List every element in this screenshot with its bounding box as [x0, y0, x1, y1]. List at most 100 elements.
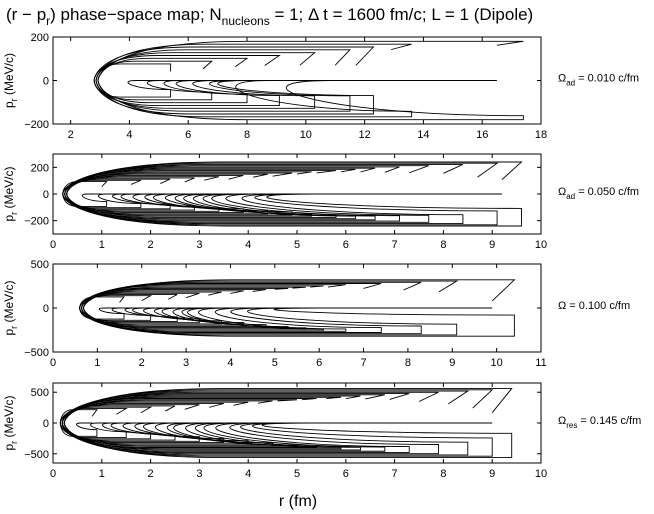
x-tick-label: 6 — [185, 129, 191, 141]
omega-value: = 0.100 c/fm — [566, 300, 630, 312]
orbit-series-3 — [79, 279, 516, 337]
omega-symbol: Ω — [558, 73, 566, 85]
x-tick-label: 4 — [245, 239, 251, 251]
x-tick-label: 9 — [489, 239, 495, 251]
y-tick-label: 200 — [31, 162, 49, 174]
y-tick-label: 0 — [43, 303, 49, 315]
orbit-series-4 — [59, 388, 513, 458]
y-axis-label-main: p — [2, 215, 16, 222]
y-tick-label: 0 — [43, 76, 49, 88]
omega-annotation: Ωad = 0.050 c/fm — [558, 186, 639, 201]
x-tick-label: 3 — [196, 468, 202, 480]
x-tick-label: 8 — [405, 357, 411, 369]
orbit-series-1 — [93, 40, 524, 121]
y-axis-label-tail: (MeV/c) — [2, 166, 16, 211]
figure-title: (r − pr) phase−space map; Nnucleons = 1;… — [6, 5, 533, 28]
x-tick-label: 9 — [449, 357, 455, 369]
x-tick-label: 10 — [300, 129, 312, 141]
orbit-loop — [83, 279, 516, 337]
x-tick-label: 2 — [68, 129, 74, 141]
x-tick-label: 16 — [476, 129, 488, 141]
x-tick-label: 6 — [316, 357, 322, 369]
title-sub-nucleons: nucleons — [222, 14, 270, 28]
x-tick-label: 10 — [535, 468, 547, 480]
x-tick-label: 5 — [294, 239, 300, 251]
omega-symbol: Ω — [558, 415, 566, 427]
title-tail: = 1; Δ t = 1600 fm/c; L = 1 (Dipole) — [270, 5, 534, 24]
y-tick-label: 0 — [43, 418, 49, 430]
x-tick-label: 14 — [417, 129, 429, 141]
y-axis-label: pr (MeV/c) — [2, 166, 19, 221]
y-axis-label-sub: r — [9, 212, 19, 215]
x-tick-label: 6 — [343, 468, 349, 480]
omega-sub: ad — [566, 79, 575, 88]
x-tick-label: 4 — [245, 468, 251, 480]
orbit-loop — [95, 52, 316, 109]
x-tick-label: 11 — [535, 357, 546, 369]
omega-sub: ad — [566, 192, 575, 201]
x-tick-label: 7 — [360, 357, 366, 369]
x-tick-label: 18 — [535, 129, 547, 141]
x-tick-label: 8 — [244, 129, 250, 141]
y-axis-label-sub: r — [9, 98, 19, 101]
title-mid: ) phase−space map; N — [50, 5, 222, 24]
omega-value: = 0.050 c/fm — [575, 186, 639, 198]
orbit-loop — [79, 296, 125, 320]
y-tick-label: −200 — [24, 119, 49, 131]
y-tick-label: 200 — [31, 32, 49, 44]
y-axis-label-sub: r — [9, 441, 19, 444]
y-axis-label-main: p — [2, 444, 16, 451]
x-tick-label: 5 — [272, 357, 278, 369]
x-tick-label: 8 — [440, 468, 446, 480]
x-tick-label: 8 — [440, 239, 446, 251]
omega-symbol: Ω — [558, 186, 566, 198]
orbit-loop — [64, 161, 523, 227]
y-axis-label: pr (MeV/c) — [2, 395, 19, 450]
y-tick-label: 0 — [43, 189, 49, 201]
orbit-loop — [66, 163, 464, 225]
omega-symbol: Ω — [558, 300, 566, 312]
y-axis-label-sub: r — [9, 326, 19, 329]
x-tick-label: 10 — [491, 357, 503, 369]
orbit-loop — [63, 391, 439, 455]
orbit-loop — [95, 43, 413, 118]
omega-value: = 0.145 c/fm — [577, 415, 641, 427]
y-axis-label-tail: (MeV/c) — [2, 395, 16, 440]
omega-annotation: Ωad = 0.010 c/fm — [558, 73, 639, 88]
x-tick-label: 3 — [196, 239, 202, 251]
y-axis-label-main: p — [2, 101, 16, 108]
x-tick-label: 2 — [148, 468, 154, 480]
x-tick-label: 0 — [50, 468, 56, 480]
y-tick-label: −500 — [24, 347, 49, 359]
x-tick-label: 0 — [50, 357, 56, 369]
x-tick-label: 6 — [343, 239, 349, 251]
y-axis-label: pr (MeV/c) — [2, 53, 19, 108]
x-tick-label: 5 — [294, 468, 300, 480]
x-tick-label: 2 — [148, 239, 154, 251]
orbit-loop — [93, 46, 375, 115]
orbit-series-2 — [62, 161, 523, 227]
y-tick-label: −500 — [24, 449, 49, 461]
x-tick-label: 7 — [392, 239, 398, 251]
x-tick-label: 0 — [50, 239, 56, 251]
x-tick-label: 12 — [358, 129, 370, 141]
x-tick-label: 9 — [489, 468, 495, 480]
y-axis-label-tail: (MeV/c) — [2, 53, 16, 98]
x-tick-label: 7 — [392, 468, 398, 480]
orbit-loop — [63, 388, 513, 458]
y-axis-label-main: p — [2, 329, 16, 336]
y-tick-label: 500 — [31, 259, 49, 271]
y-tick-label: −200 — [24, 216, 49, 228]
x-tick-label: 1 — [99, 468, 105, 480]
omega-annotation: Ω = 0.100 c/fm — [558, 300, 630, 312]
y-axis-label: pr (MeV/c) — [2, 280, 19, 335]
orbit-loop — [62, 162, 499, 226]
omega-annotation: Ωres = 0.145 c/fm — [558, 415, 641, 430]
x-axis-label: r (fm) — [279, 493, 317, 510]
x-tick-label: 2 — [139, 357, 145, 369]
x-tick-label: 3 — [183, 357, 189, 369]
